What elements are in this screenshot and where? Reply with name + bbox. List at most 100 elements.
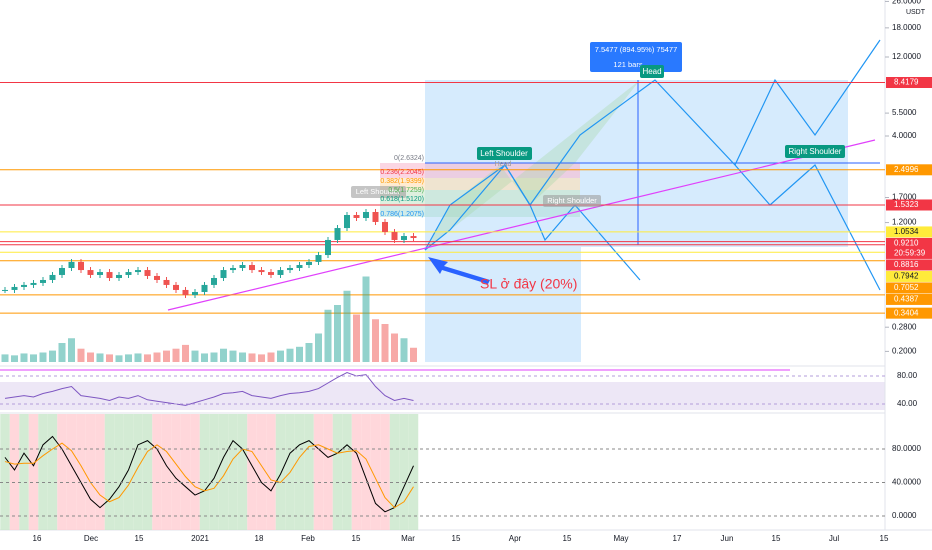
price-tick-label: 0.2800 [892,322,917,331]
stoch-band [19,414,29,530]
volume-bar [182,344,189,362]
head-label: Head [642,67,661,76]
candle [391,232,398,240]
fib-zone [380,178,580,190]
measure-box [425,247,581,362]
volume-bar [286,348,294,362]
candle [410,236,417,239]
volume-bar [201,353,208,362]
arrow [428,257,490,284]
volume-bar [324,309,332,362]
time-label: Mar [401,534,415,543]
candle [220,270,227,279]
candle [296,265,303,268]
candle [163,279,170,285]
volume-bar [248,353,256,362]
candle [49,274,56,280]
level-box [886,282,932,294]
candle [363,211,369,218]
time-label: Feb [301,534,315,543]
time-label: 18 [255,534,264,543]
candle [192,291,198,296]
level-label: 0.7942 [894,272,919,281]
candle [78,261,84,271]
stop-loss-note: SL ở đây (20%) [480,276,577,292]
candle [287,267,293,271]
fib-zone [380,205,580,217]
volume-bar [220,348,227,362]
volume-bar [400,338,408,362]
trend-line [167,139,876,311]
time-label: May [613,534,628,543]
volume-bar [315,333,322,362]
stoch-band [171,414,181,530]
volume-bar [362,276,370,362]
stoch-band [76,414,86,530]
volume-bar [210,352,218,362]
rsi-tick-label: 80.00 [897,371,918,380]
stoch-band [190,414,200,530]
volume-bar [239,352,246,362]
level-label: 0.9210 [894,239,919,248]
shoulder-box [543,195,601,207]
candle [249,265,255,271]
rsi-line [4,371,414,406]
price-tick-label: 4.0000 [892,131,917,140]
volume-bar [58,343,66,362]
stoch-band [370,414,381,530]
volume-bar [20,353,28,362]
candle [30,282,37,285]
candle [230,267,236,271]
right-shoulder-label: Right Shoulder [789,147,842,156]
level-box [886,164,932,176]
stoch-band [95,414,105,530]
level-label: 0.4387 [894,295,919,304]
stoch-k [4,435,414,513]
pattern-fill [425,80,640,250]
volume-bar [125,354,132,362]
stoch-tick-label: 40.0000 [892,478,921,487]
time-label: Apr [509,534,522,543]
stoch-band [0,414,10,530]
price-tick-label: 18.0000 [892,23,921,32]
price-tick-label: 1.2000 [892,218,917,227]
rsi-band [0,382,885,410]
level-label: 2.4996 [894,165,919,174]
stoch-band [180,414,191,530]
volume-bar [1,354,9,362]
candle [258,270,265,273]
level-box [886,307,932,319]
fib-label: 0.236(2.2045) [380,169,424,176]
stoch-band [142,414,153,530]
bars-label: 121 bars [613,60,642,69]
shoulder-box [785,145,845,158]
time-label: Jun [721,534,734,543]
volume-bar [410,347,417,362]
time-label: 15 [563,534,572,543]
volume-bar [277,350,284,362]
stoch-band [9,414,20,530]
stoch-band [66,414,77,530]
fib-label: 0.382(1.9399) [380,178,424,185]
level-box [886,270,932,282]
time-label: Jul [829,534,839,543]
stoch-band [161,414,172,530]
candle [11,286,18,290]
price-tick-label: 12.0000 [892,52,921,61]
fib-labels: 0(2.6324) 0.236(2.2045) 0.382(1.9399) 0.5(1… [380,155,424,218]
stoch-band [304,414,314,530]
stoch-band [389,414,400,530]
stoch-band [351,414,362,530]
stoch-band [57,414,67,530]
stoch-band [408,414,419,530]
stoch-band [332,414,343,530]
projection-path [734,39,881,166]
candle [68,261,75,268]
level-label: 1.0534 [894,227,919,236]
volume-bar [172,348,180,362]
level-label: 8.4179 [894,78,919,87]
countdown: 20:59:39 [894,249,926,258]
candle [144,270,151,276]
stoch-band [218,414,229,530]
